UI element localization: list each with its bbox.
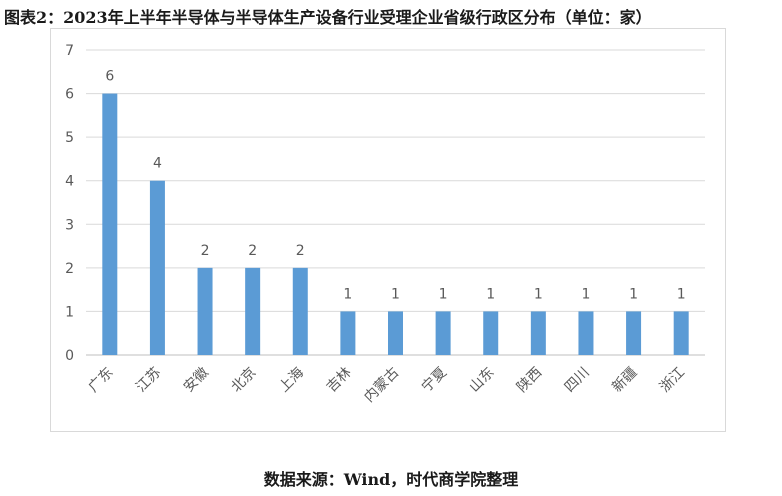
data-label: 1: [439, 286, 448, 302]
x-tick-label: 四川: [562, 365, 593, 396]
chart-title: 图表2：2023年上半年半导体与半导体生产设备行业受理企业省级行政区分布（单位：…: [4, 8, 652, 27]
bar-4: [292, 267, 308, 355]
bar-8: [483, 311, 499, 355]
y-tick-label: 5: [65, 130, 74, 146]
bar-0: [102, 93, 118, 356]
bar-10: [578, 311, 594, 355]
x-tick-label: 陕西: [514, 365, 545, 396]
bar-9: [530, 311, 546, 355]
data-label: 1: [534, 286, 543, 302]
data-label: 2: [201, 243, 210, 259]
data-label: 1: [582, 286, 591, 302]
data-label: 1: [391, 286, 400, 302]
y-tick-label: 1: [65, 304, 74, 320]
y-tick-label: 2: [65, 261, 74, 277]
bar-7: [435, 311, 451, 355]
data-label: 1: [629, 286, 638, 302]
y-tick-label: 0: [65, 348, 74, 364]
x-tick-label: 上海: [276, 365, 307, 396]
data-label: 6: [105, 69, 114, 85]
x-tick-label: 安徽: [181, 365, 212, 396]
data-label: 2: [248, 243, 257, 259]
x-tick-label: 北京: [228, 365, 259, 396]
x-tick-label: 宁夏: [418, 364, 450, 396]
y-tick-label: 7: [65, 43, 74, 59]
x-tick-label: 山东: [466, 365, 497, 396]
x-tick-label: 江苏: [133, 365, 164, 396]
x-tick-label: 新疆: [609, 365, 640, 396]
bar-2: [197, 267, 213, 355]
y-tick-label: 3: [65, 217, 74, 233]
bar-3: [245, 267, 261, 355]
bar-6: [388, 311, 403, 355]
x-tick-label: 广东: [86, 365, 117, 396]
source-note: 数据来源：Wind，时代商学院整理: [263, 470, 519, 489]
data-label: 2: [296, 243, 305, 259]
bar-12: [673, 311, 689, 355]
data-label: 1: [486, 286, 495, 302]
x-tick-label: 内蒙古: [361, 365, 402, 406]
data-label: 1: [343, 286, 352, 302]
x-tick-label: 吉林: [324, 365, 355, 396]
y-tick-label: 6: [65, 87, 74, 103]
x-tick-label: 浙江: [657, 365, 688, 396]
data-label: 4: [153, 156, 162, 172]
data-label: 1: [677, 286, 686, 302]
bar-11: [626, 311, 642, 355]
bar-5: [340, 311, 356, 355]
bar-1: [149, 180, 165, 355]
y-tick-label: 4: [65, 174, 74, 190]
